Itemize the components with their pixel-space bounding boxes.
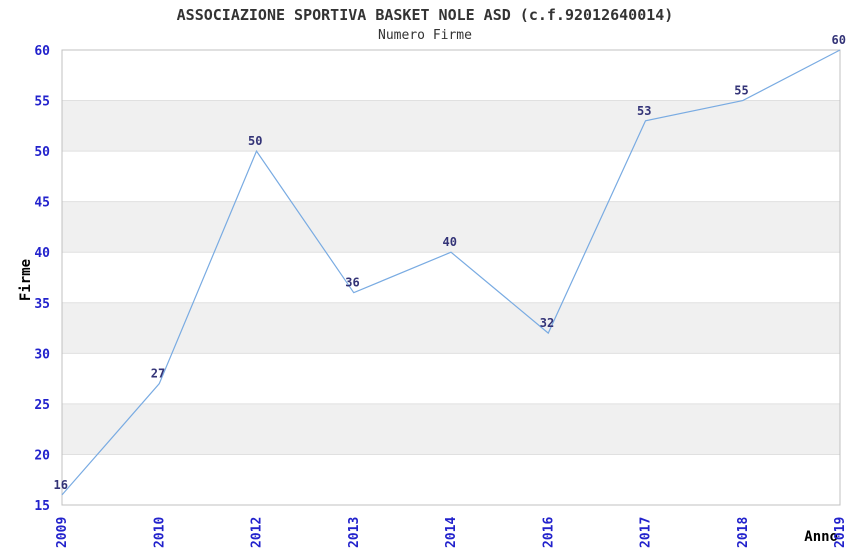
- y-tick-label: 25: [34, 398, 50, 413]
- data-point-label: 16: [54, 478, 68, 492]
- y-tick-label: 50: [34, 145, 50, 160]
- y-tick-label: 45: [34, 196, 50, 211]
- y-tick-label: 40: [34, 246, 50, 261]
- background-band: [62, 403, 840, 455]
- y-tick-label: 60: [34, 44, 50, 59]
- x-tick-label: 2019: [833, 517, 848, 548]
- x-tick-label: 2018: [736, 517, 751, 548]
- background-band: [62, 100, 840, 152]
- x-tick-label: 2009: [55, 517, 70, 548]
- y-tick-label: 35: [34, 297, 50, 312]
- y-tick-label: 55: [34, 95, 50, 110]
- data-point-label: 40: [443, 235, 457, 249]
- background-band: [62, 302, 840, 354]
- chart-subtitle: Numero Firme: [378, 28, 472, 43]
- data-point-label: 55: [734, 84, 748, 98]
- y-tick-label: 20: [34, 448, 50, 463]
- x-tick-label: 2017: [639, 517, 654, 548]
- plot-border: [61, 49, 841, 506]
- x-tick-label: 2010: [152, 517, 167, 548]
- x-axis-title: Anno: [804, 529, 838, 545]
- data-point-label: 32: [540, 316, 554, 330]
- data-line: [61, 49, 841, 496]
- data-point-label: 60: [832, 33, 846, 47]
- y-tick-label: 30: [34, 347, 50, 362]
- data-point-label: 27: [151, 367, 165, 381]
- data-point-label: 36: [345, 276, 359, 290]
- background-band: [62, 201, 840, 253]
- x-tick-label: 2013: [347, 517, 362, 548]
- chart-title: ASSOCIAZIONE SPORTIVA BASKET NOLE ASD (c…: [176, 6, 674, 24]
- y-tick-label: 15: [34, 499, 50, 514]
- x-tick-label: 2014: [444, 517, 459, 548]
- x-tick-label: 2016: [541, 517, 556, 548]
- data-point-label: 50: [248, 134, 262, 148]
- x-tick-label: 2012: [250, 517, 265, 548]
- data-point-label: 53: [637, 104, 651, 118]
